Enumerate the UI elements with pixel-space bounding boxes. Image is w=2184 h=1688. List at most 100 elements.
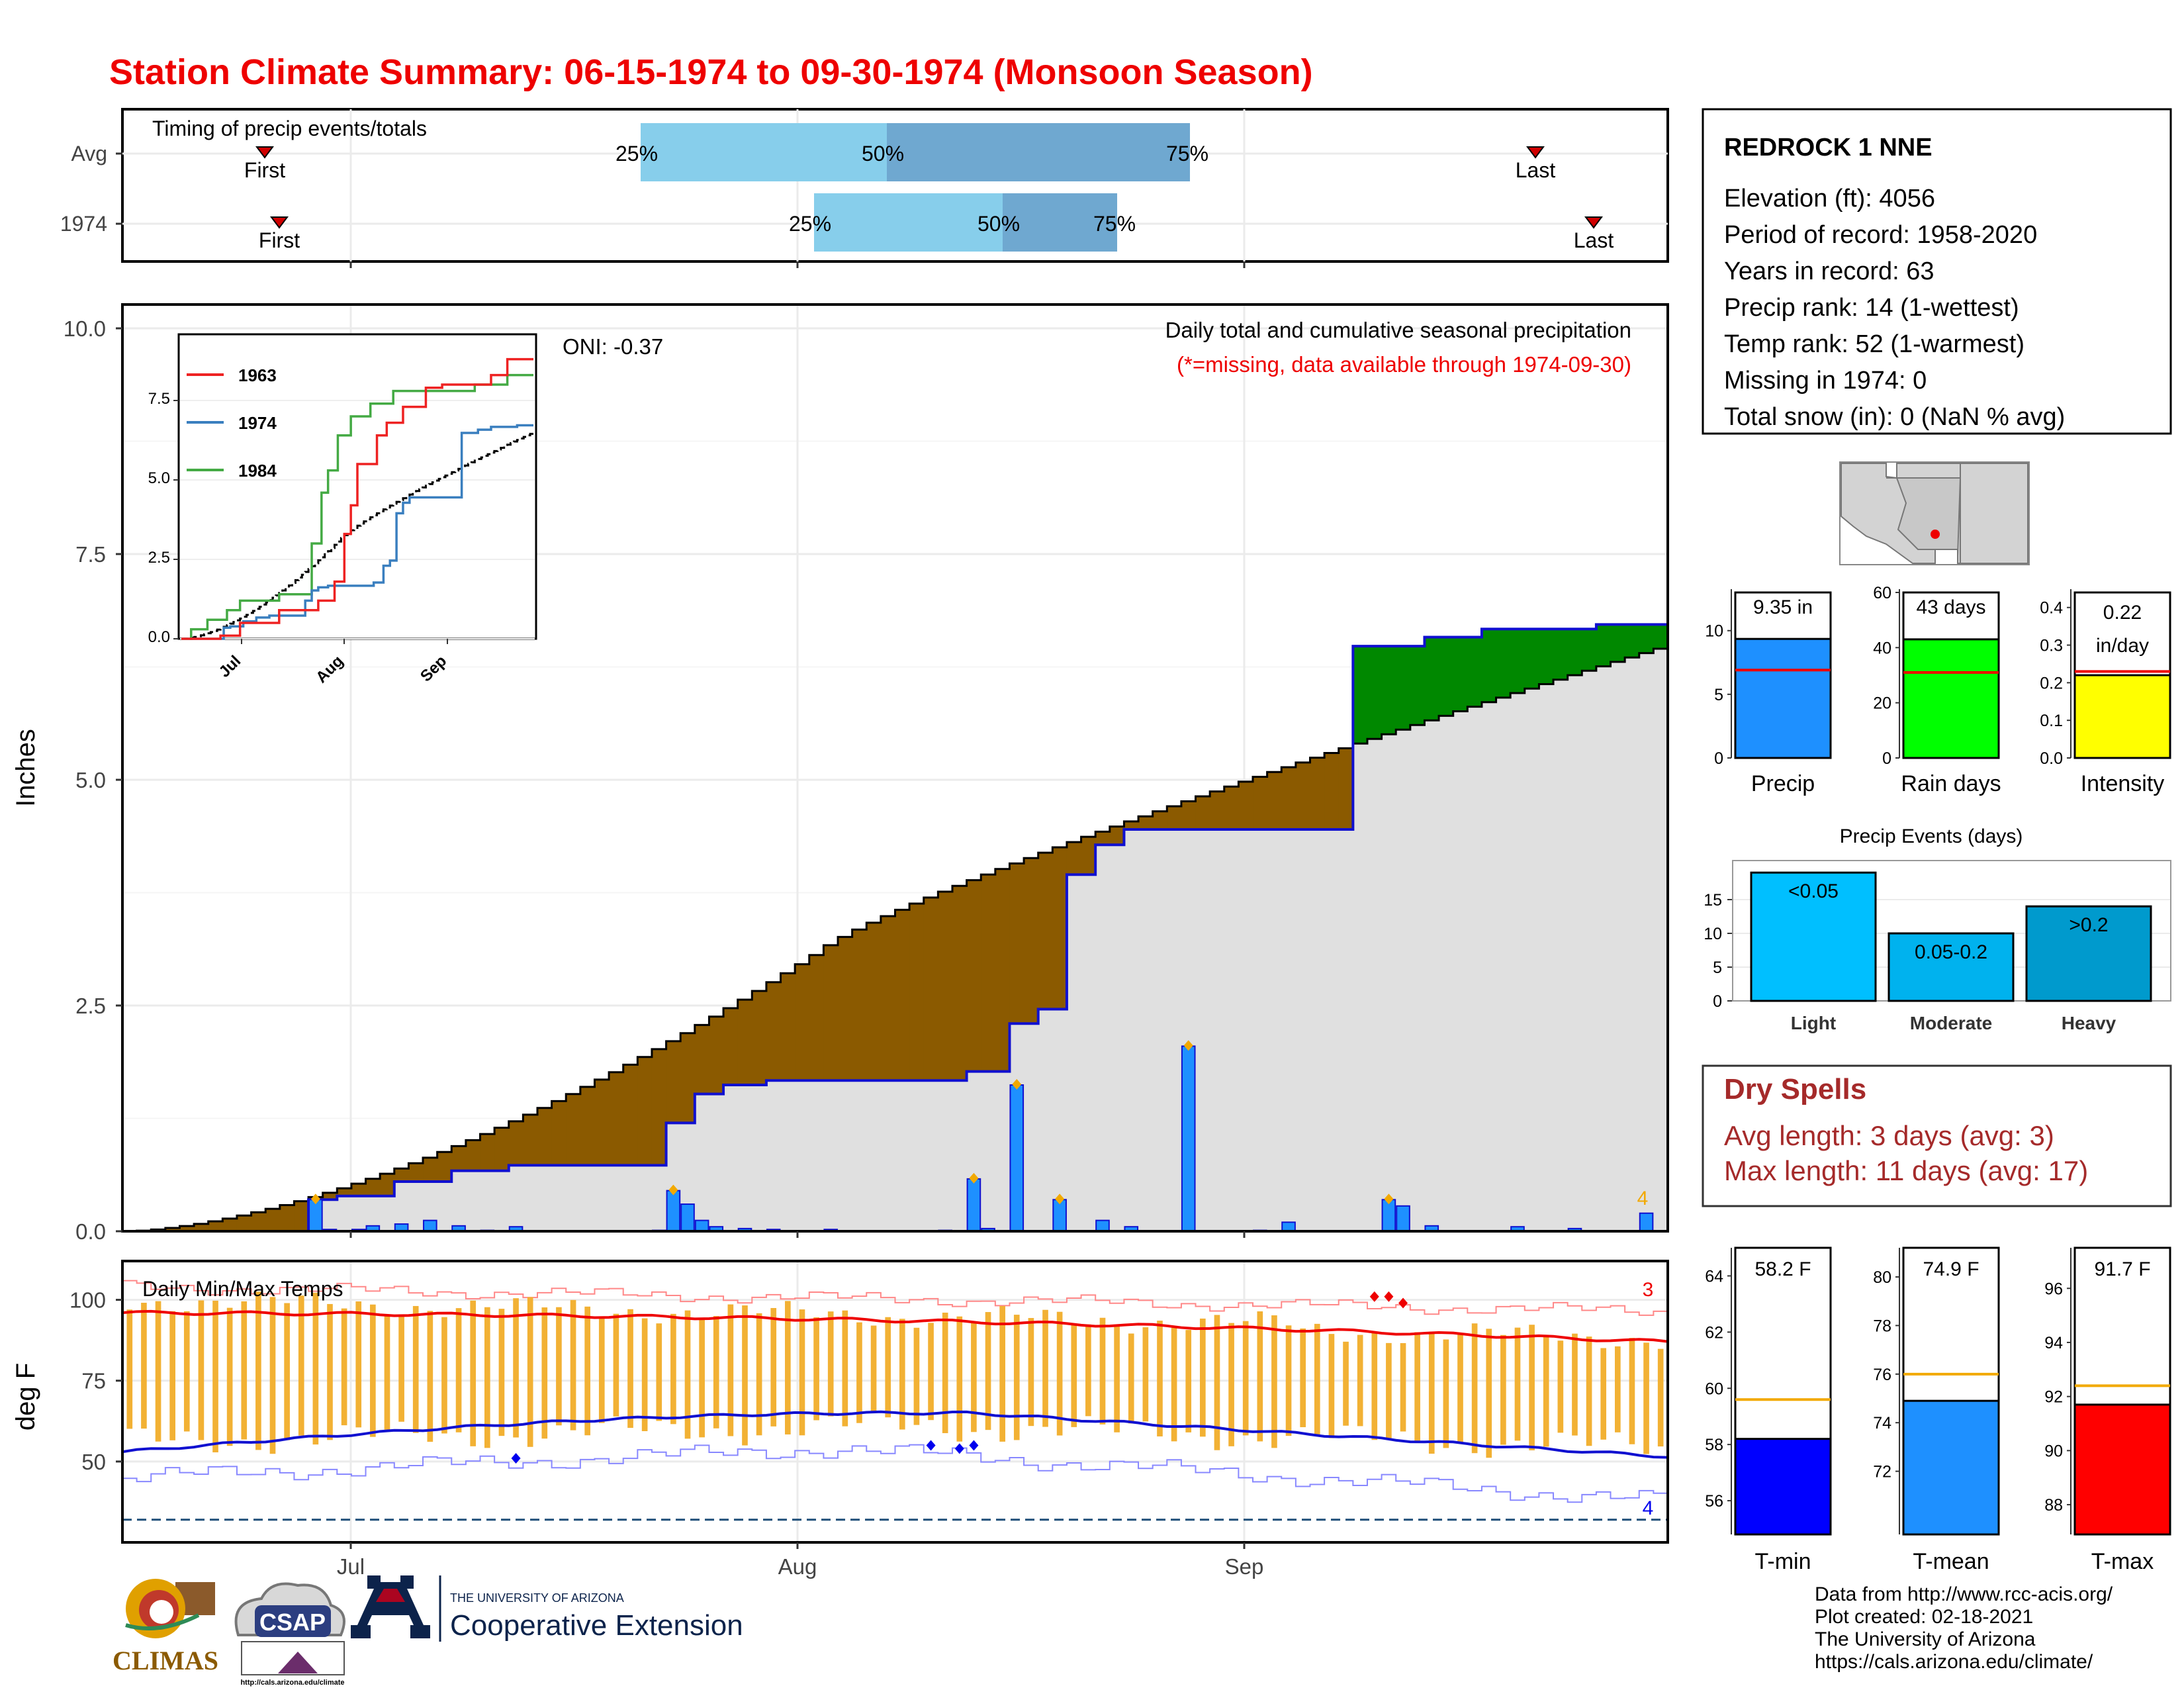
daily-precip-bar xyxy=(1095,1219,1110,1232)
surplus-area xyxy=(1567,629,1582,676)
events-bar-text: <0.05 xyxy=(1788,880,1839,902)
temp-bar-tick-label: 90 xyxy=(2044,1442,2063,1460)
summary-tick-label: 60 xyxy=(1873,584,1891,602)
summary-bar-charts: 0 5 10 9.35 in Precip 0 20 40 60 43 days Rain days… xyxy=(1705,584,2171,796)
avg-tmax-line xyxy=(122,1309,1668,1343)
temp-bar-tick-label: 56 xyxy=(1705,1492,1723,1511)
daily-temp-bar xyxy=(183,1311,190,1432)
temperature-bar-charts: 56 58 60 62 64 58.2 F T-min 72 74 76 78 80 74.9 F T-m… xyxy=(1705,1246,2171,1574)
daily-temp-bar xyxy=(1414,1332,1420,1441)
daily-temp-bar xyxy=(1257,1311,1263,1442)
daily-temp-bar xyxy=(1357,1335,1363,1427)
footer-line-source: Data from http://www.rcc-acis.org/ xyxy=(1815,1583,2113,1605)
surplus-area xyxy=(1496,629,1511,698)
yr-quartile-low xyxy=(814,193,1003,252)
daily-temp-bar xyxy=(742,1305,748,1446)
precip-panel: 0.0 2.5 5.0 7.5 10.0 Inches Daily total and … xyxy=(11,303,1669,1244)
extreme-marker xyxy=(1055,1194,1065,1205)
deficit-area xyxy=(337,1188,352,1196)
daily-temp-bar xyxy=(212,1300,218,1453)
deficit-area xyxy=(551,1101,567,1166)
daily-temp-bar xyxy=(885,1317,891,1418)
yr-p50: 50% xyxy=(978,212,1020,236)
precip-ylabel: Inches xyxy=(11,729,40,807)
deficit-area xyxy=(194,1223,209,1231)
daily-temp-bar xyxy=(1228,1323,1234,1446)
daily-temp-bar xyxy=(1643,1342,1649,1454)
summary-value-line1: 0.22 xyxy=(2103,602,2142,624)
daily-temp-bar xyxy=(455,1308,462,1432)
summary-tick-label: 0 xyxy=(1882,749,1891,768)
record-high-line xyxy=(122,1280,1668,1316)
daily-temp-bar xyxy=(1056,1311,1063,1436)
temp-bar-tick-label: 80 xyxy=(1873,1268,1891,1287)
yr-last-label: Last xyxy=(1574,228,1614,252)
temp-count-hi: 3 xyxy=(1643,1279,1654,1301)
extreme-marker xyxy=(310,1194,320,1205)
deficit-area xyxy=(651,1049,667,1166)
daily-temp-bar xyxy=(1443,1339,1449,1448)
deficit-area xyxy=(494,1127,510,1171)
deficit-area xyxy=(1038,853,1053,1009)
daily-temp-bar xyxy=(556,1307,562,1426)
ua-small-text: THE UNIVERSITY OF ARIZONA xyxy=(450,1591,624,1605)
station-line-years: Years in record: 63 xyxy=(1724,258,1934,285)
avg-first-marker xyxy=(255,146,274,159)
deficit-area xyxy=(465,1140,481,1171)
cumulative-common-area xyxy=(122,649,1668,1231)
deficit-area xyxy=(1052,847,1068,1009)
surplus-area xyxy=(1510,629,1525,694)
daily-temp-bar xyxy=(785,1301,791,1434)
events-cat-label: Moderate xyxy=(1910,1013,1992,1033)
surplus-area xyxy=(1481,629,1497,702)
footer-line-url: https://cals.arizona.edu/climate/ xyxy=(1815,1651,2093,1673)
deficit-area xyxy=(179,1226,195,1231)
extreme-marker xyxy=(1384,1194,1394,1205)
daily-temp-bar xyxy=(441,1317,447,1434)
deficit-area xyxy=(1124,821,1139,830)
avg-cumulative-line xyxy=(122,647,1668,1233)
surplus-area xyxy=(1353,646,1368,744)
daily-precip-bar xyxy=(680,1203,695,1232)
deficit-area xyxy=(236,1215,252,1231)
daily-temp-bar xyxy=(942,1312,948,1433)
deficit-area xyxy=(1066,842,1082,875)
deficit-area xyxy=(1024,858,1039,1024)
daily-temp-bar xyxy=(1543,1336,1549,1447)
temp-bar-tick-label: 76 xyxy=(1873,1366,1891,1384)
temp-bar-value: 91.7 F xyxy=(2094,1258,2150,1280)
record-low-marker xyxy=(954,1443,964,1454)
avg-first-label: First xyxy=(244,158,285,182)
daily-temp-bar xyxy=(1328,1334,1335,1438)
daily-temp-bar xyxy=(1400,1343,1406,1432)
csap-url: http://cals.arizona.edu/climate xyxy=(240,1679,344,1687)
deficit-area xyxy=(923,897,938,1081)
daily-temp-bar xyxy=(226,1307,233,1446)
deficit-area xyxy=(222,1218,238,1231)
deficit-area xyxy=(1152,811,1167,830)
temp-bar-tick-label: 88 xyxy=(2044,1496,2063,1515)
deficit-area xyxy=(1224,786,1239,830)
temp-bar-label: T-max xyxy=(2091,1549,2154,1574)
daily-temp-bar xyxy=(355,1301,362,1428)
deficit-area xyxy=(294,1201,309,1231)
daily-temp-bar xyxy=(1572,1333,1578,1436)
temp-bar-tick-label: 60 xyxy=(1705,1380,1723,1398)
footer-line-created: Plot created: 02-18-2021 xyxy=(1815,1606,2033,1628)
csap-logo-text: CSAP xyxy=(259,1609,326,1636)
ytick-label: 0.0 xyxy=(75,1219,106,1244)
timing-title: Timing of precip events/totals xyxy=(152,117,427,140)
daily-temp-bar xyxy=(913,1327,920,1425)
precip-events-chart: Precip Events (days) 0 5 10 15 <0.05 Light 0.0… xyxy=(1704,825,2171,1033)
daily-temp-bar xyxy=(1629,1338,1635,1444)
daily-temp-bar xyxy=(899,1319,905,1430)
daily-temp-bar xyxy=(956,1316,963,1442)
temp-bar-tick-label: 64 xyxy=(1705,1267,1723,1286)
daily-temp-bar xyxy=(1285,1325,1292,1436)
deficit-area xyxy=(365,1178,381,1196)
ytick-label: 10.0 xyxy=(64,316,106,341)
daily-temp-bar xyxy=(1529,1325,1535,1450)
deficit-area xyxy=(780,973,796,1081)
daily-precip-bar xyxy=(308,1199,323,1233)
avg-quartile-high xyxy=(887,123,1190,181)
